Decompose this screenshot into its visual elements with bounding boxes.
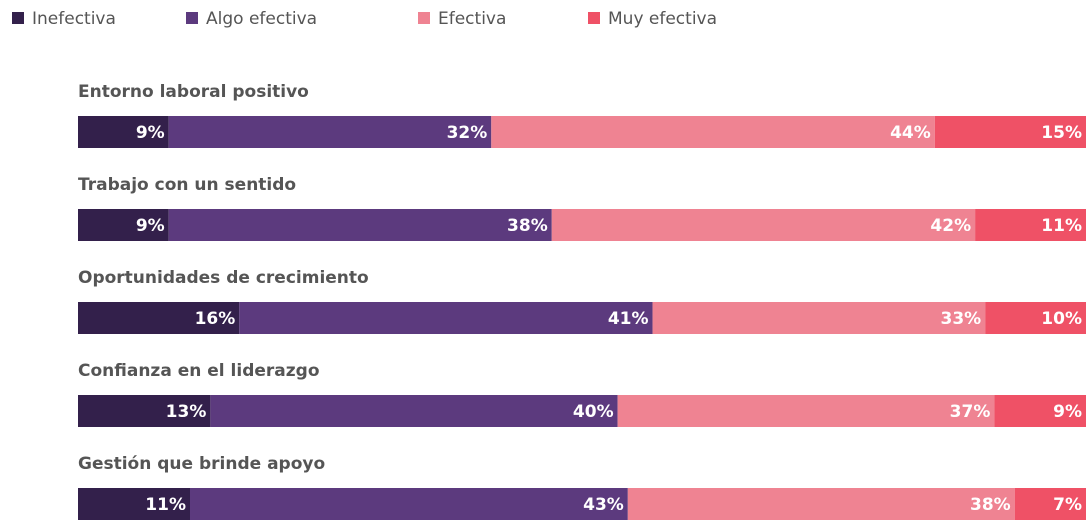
bar-segment (78, 395, 211, 427)
legend-label: Algo efectiva (206, 9, 317, 29)
bar-segment (1014, 488, 1086, 520)
value-label: 11% (1041, 216, 1082, 236)
value-label: 43% (583, 495, 624, 515)
bar-segment (975, 209, 1086, 241)
value-label: 42% (930, 216, 971, 236)
category-label: Confianza en el liderazgo (78, 361, 320, 381)
legend-label: Inefectiva (32, 9, 116, 29)
category-label: Entorno laboral positivo (78, 82, 309, 102)
bar-segment (617, 395, 995, 427)
bar-segment (239, 302, 653, 334)
legend-swatch (186, 12, 198, 24)
value-label: 37% (950, 402, 991, 422)
value-label: 9% (1053, 402, 1082, 422)
bar-segment (78, 209, 169, 241)
bar-segment (168, 116, 492, 148)
value-label: 11% (145, 495, 186, 515)
value-label: 16% (195, 309, 236, 329)
value-label: 38% (507, 216, 548, 236)
value-label: 9% (136, 216, 165, 236)
value-label: 13% (166, 402, 207, 422)
category-label: Gestión que brinde apoyo (78, 454, 325, 474)
bar-segment (78, 302, 240, 334)
value-label: 41% (608, 309, 649, 329)
bar-segment (934, 116, 1086, 148)
bar-segment (78, 488, 190, 520)
bar-segment (652, 302, 986, 334)
legend-label: Efectiva (438, 9, 506, 29)
category-label: Trabajo con un sentido (78, 175, 296, 195)
legend-label: Muy efectiva (608, 9, 717, 29)
value-label: 15% (1041, 123, 1082, 143)
bar-segment (210, 395, 618, 427)
value-label: 33% (940, 309, 981, 329)
bar-segment (78, 116, 169, 148)
bar-segment (168, 209, 552, 241)
bar-segment (190, 488, 628, 520)
value-label: 44% (890, 123, 931, 143)
bar-segment (985, 302, 1086, 334)
bar-segment (491, 116, 935, 148)
category-label: Oportunidades de crecimiento (78, 268, 369, 288)
bar-segment (627, 488, 1015, 520)
legend-swatch (12, 12, 24, 24)
value-label: 9% (136, 123, 165, 143)
value-label: 40% (573, 402, 614, 422)
value-label: 38% (970, 495, 1011, 515)
bar-segment (994, 395, 1086, 427)
value-label: 7% (1053, 495, 1082, 515)
value-label: 10% (1041, 309, 1082, 329)
value-label: 32% (447, 123, 488, 143)
legend-swatch (588, 12, 600, 24)
legend-swatch (418, 12, 430, 24)
bar-segment (551, 209, 976, 241)
